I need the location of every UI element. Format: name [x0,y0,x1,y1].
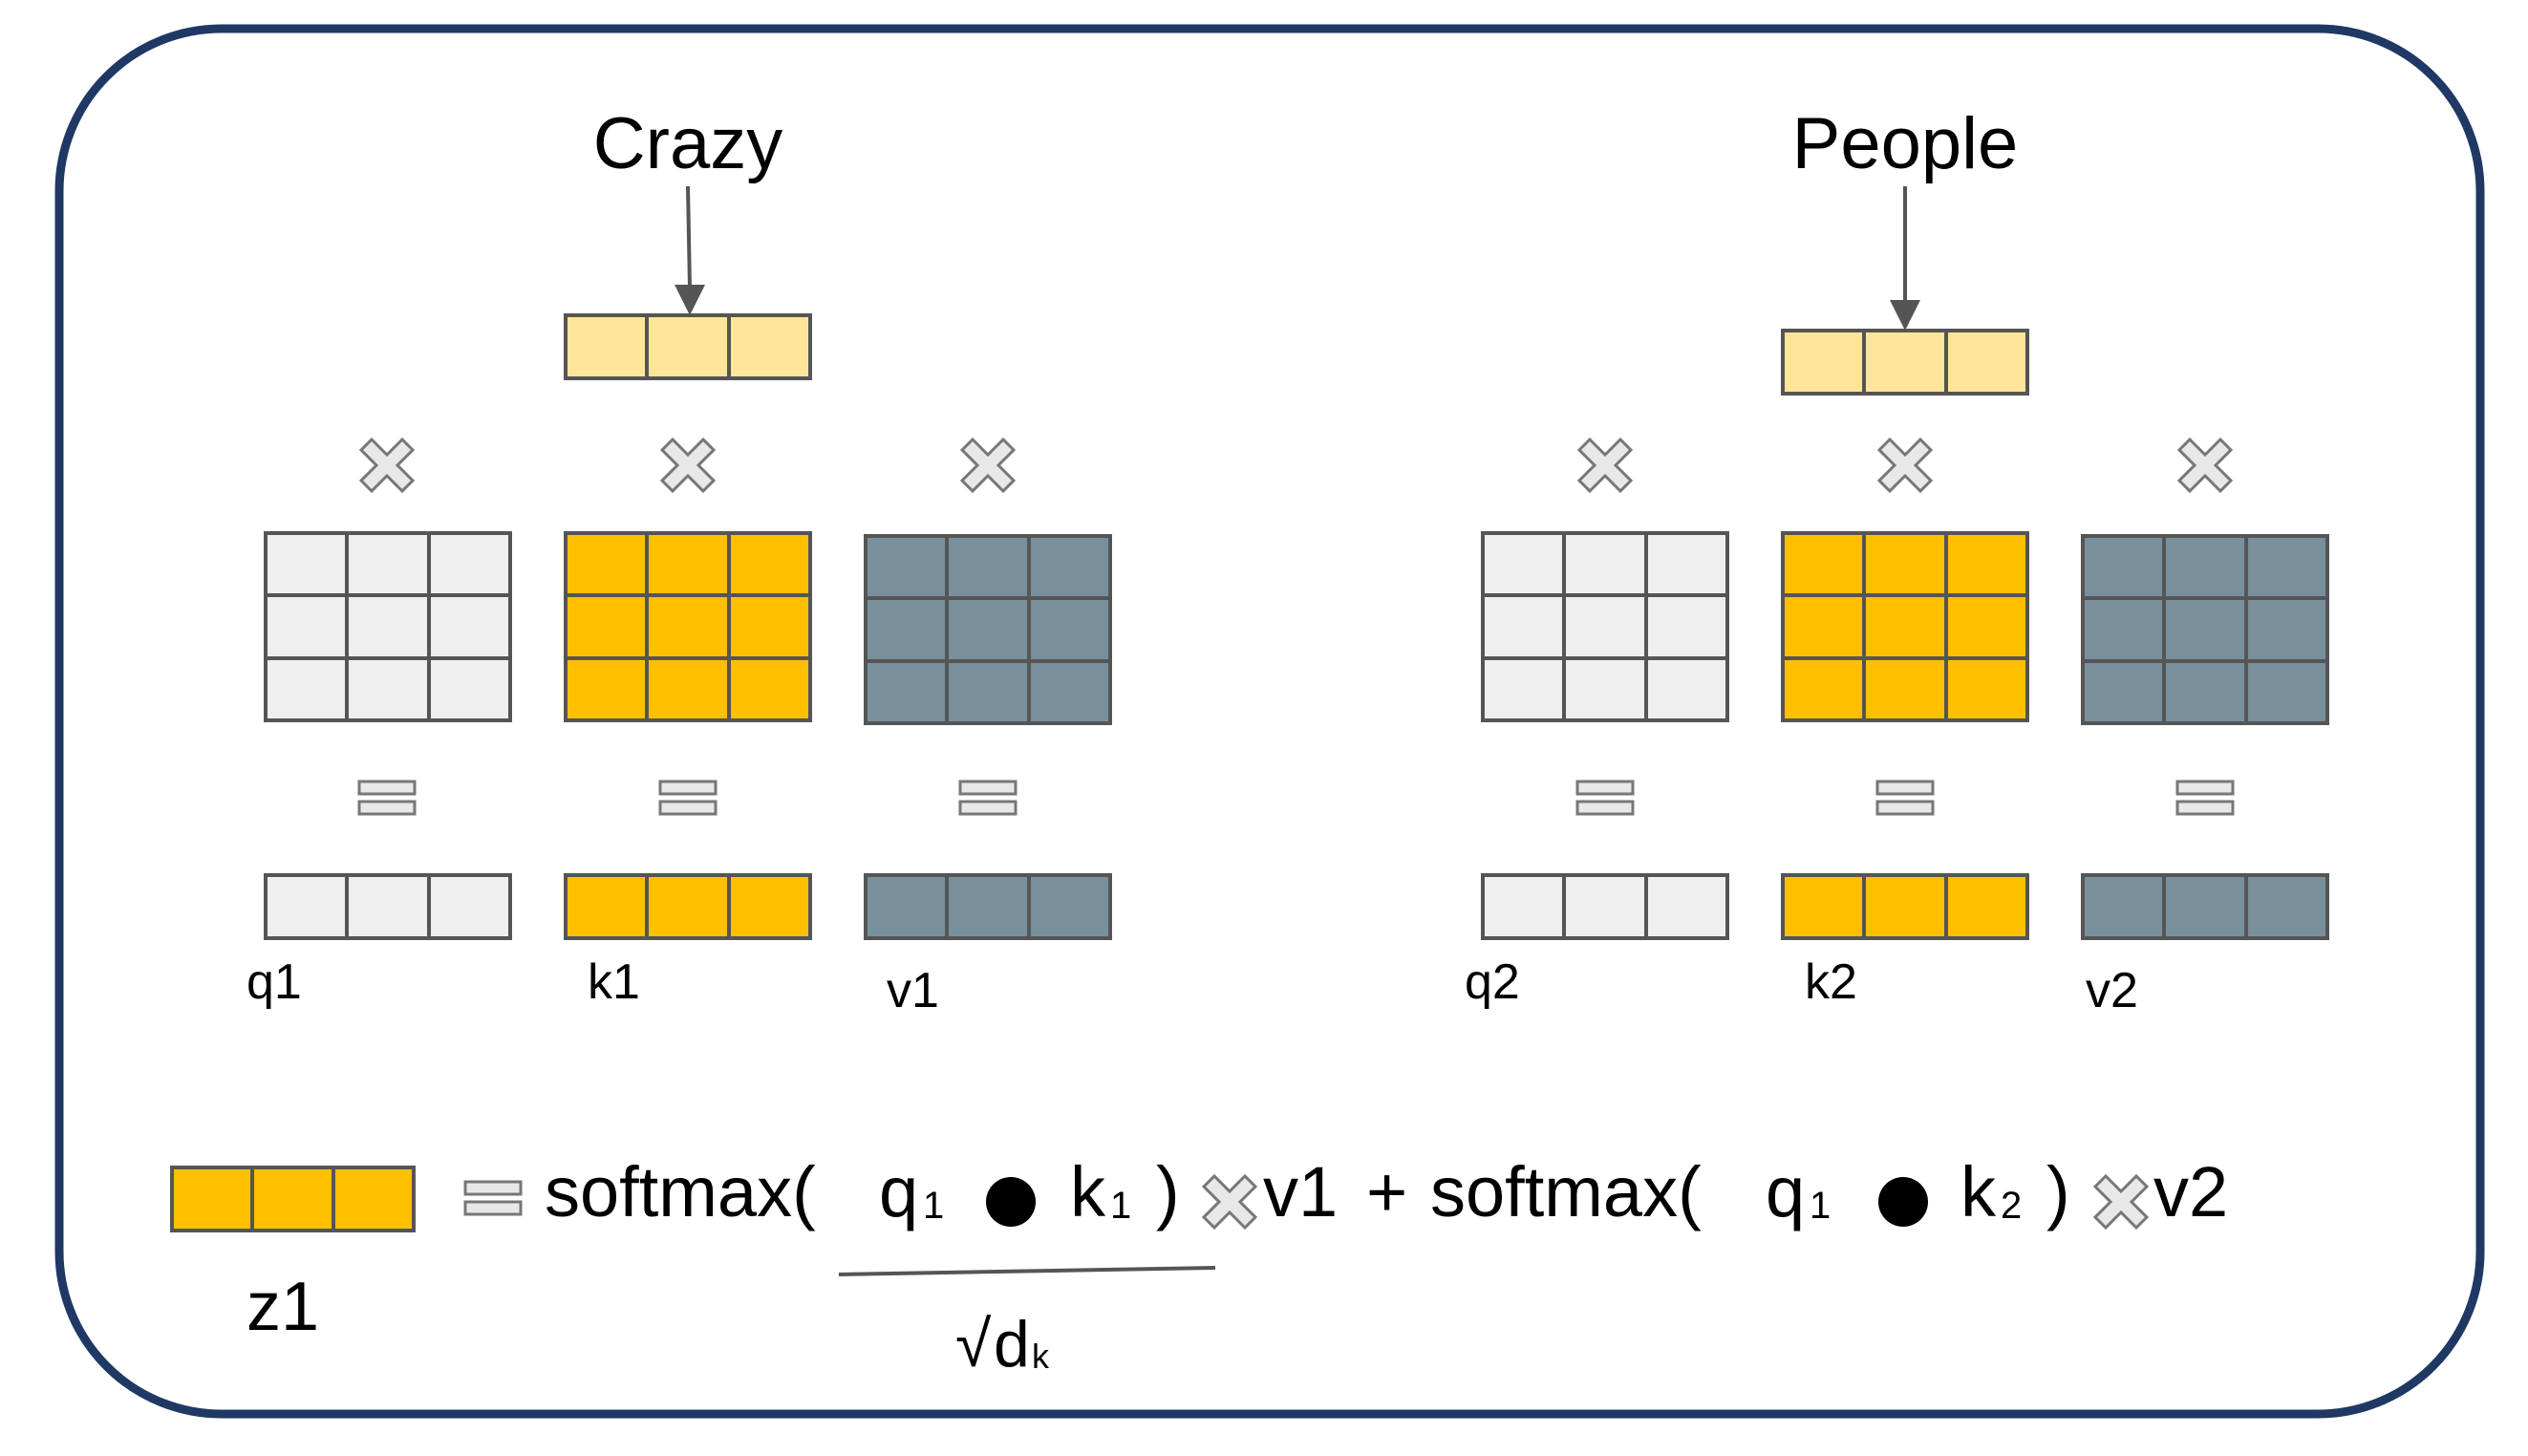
equals-icon [463,1180,523,1216]
multiply-icon [1576,437,1634,494]
embedding-vector-people [1781,329,2029,396]
arrow-down-icon [675,185,705,315]
label-v2: v2 [2086,963,2138,1018]
value-weight-matrix-1 [864,534,1112,725]
label-k2: k2 [1805,954,1857,1010]
multiply-icon [959,437,1017,494]
value-vector-v2 [2081,873,2329,940]
eq-v2: v2 [2153,1152,2228,1231]
label-k1: k1 [588,954,640,1010]
eq-q-1b-sub: 1 [1810,1185,1831,1227]
eq-k-1a-sub: 1 [1110,1185,1131,1227]
eq-k-2: k [1960,1152,1997,1231]
equals-icon [1575,780,1635,816]
eq-plus: + [1366,1152,1407,1231]
fraction-bar [838,1266,1216,1276]
key-weight-matrix-2 [1781,531,2029,722]
query-weight-matrix-1 [264,531,512,722]
key-weight-matrix-1 [564,531,812,722]
key-vector-k1 [564,873,812,940]
equals-icon [357,780,417,816]
denominator-sub-k: k [1032,1337,1050,1376]
query-weight-matrix-2 [1481,531,1729,722]
eq-q-1b: q [1766,1152,1805,1231]
denominator-d: d [994,1308,1030,1381]
query-vector-q1 [264,873,512,940]
softmax-2-text: softmax( [1430,1152,1702,1231]
label-v1: v1 [887,963,939,1018]
multiply-icon [358,437,416,494]
eq-q-1a-sub: 1 [923,1185,944,1227]
equals-icon [958,780,1018,816]
multiply-icon [2092,1173,2150,1231]
close-paren-1: ) [1156,1152,1180,1231]
value-vector-v1 [864,873,1112,940]
dot-product-icon [986,1177,1036,1227]
label-z1: z1 [246,1269,319,1345]
eq-v1: v1 [1263,1152,1338,1231]
result-vector-z1 [170,1166,416,1232]
multiply-icon [1876,437,1934,494]
sqrt-sign: √ [955,1308,992,1381]
equals-icon [2175,780,2235,816]
key-vector-k2 [1781,873,2029,940]
eq-k-2-sub: 2 [2001,1185,2022,1227]
word-people: People [1792,103,2019,184]
word-crazy: Crazy [593,103,782,184]
query-vector-q2 [1481,873,1729,940]
equals-icon [1875,780,1935,816]
eq-q-1a: q [879,1152,918,1231]
multiply-icon [659,437,717,494]
multiply-icon [2176,437,2234,494]
multiply-icon [1201,1173,1258,1231]
close-paren-2: ) [2046,1152,2070,1231]
embedding-vector-crazy [564,313,812,380]
dot-product-icon [1878,1177,1928,1227]
value-weight-matrix-2 [2081,534,2329,725]
equals-icon [658,780,718,816]
label-q1: q1 [246,954,302,1010]
softmax-1-text: softmax( [545,1152,816,1231]
eq-k-1a: k [1070,1152,1106,1231]
arrow-down-icon [1890,186,1920,331]
label-q2: q2 [1465,954,1520,1010]
